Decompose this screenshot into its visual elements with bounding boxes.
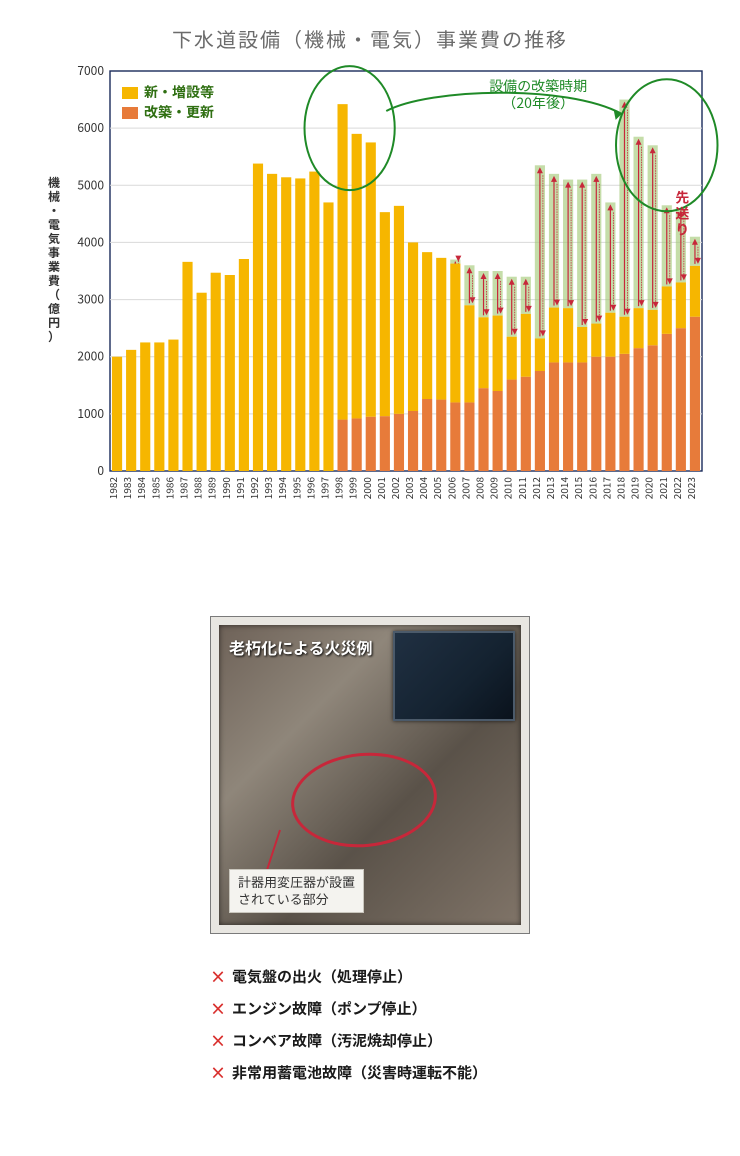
svg-text:7000: 7000	[77, 62, 104, 79]
photo-title: 老朽化による火災例	[229, 635, 373, 659]
svg-text:2021: 2021	[655, 477, 670, 499]
photo-callout: 計器用変圧器が設置 されている部分	[229, 869, 364, 913]
svg-text:1996: 1996	[302, 477, 317, 500]
photo-callout-line2: されている部分	[238, 889, 329, 908]
svg-text:2023: 2023	[683, 477, 698, 499]
svg-text:5000: 5000	[77, 176, 104, 193]
svg-text:り: り	[675, 219, 689, 239]
svg-text:1993: 1993	[260, 477, 275, 499]
svg-text:4000: 4000	[77, 233, 104, 250]
svg-text:2017: 2017	[598, 477, 613, 500]
svg-text:2013: 2013	[542, 477, 557, 499]
failure-text: 電気盤の出火（処理停止）	[232, 966, 412, 987]
svg-text:2000: 2000	[359, 477, 374, 500]
svg-text:1982: 1982	[105, 477, 120, 500]
svg-text:2001: 2001	[373, 477, 388, 499]
svg-text:2003: 2003	[401, 477, 416, 499]
svg-text:1000: 1000	[77, 405, 104, 422]
svg-text:2012: 2012	[528, 477, 543, 500]
svg-text:1987: 1987	[176, 477, 191, 500]
failure-x-icon: ×	[210, 1060, 226, 1084]
svg-text:1984: 1984	[133, 477, 148, 500]
svg-text:2020: 2020	[641, 477, 656, 500]
svg-text:2011: 2011	[514, 477, 529, 499]
failure-item: × エンジン故障（ポンプ停止）	[210, 996, 530, 1020]
svg-text:2009: 2009	[486, 477, 501, 500]
svg-text:2007: 2007	[457, 477, 472, 500]
failure-item: × 非常用蓄電池故障（災害時運転不能）	[210, 1060, 530, 1084]
photo-inset	[393, 631, 515, 721]
photo-frame: 老朽化による火災例 計器用変圧器が設置 されている部分	[219, 625, 521, 925]
svg-text:2004: 2004	[415, 477, 430, 500]
svg-text:1985: 1985	[147, 477, 162, 500]
chart-container: 01000200030004000500060007000機械・電気事業費（億円…	[40, 61, 700, 536]
photo-ellipse	[287, 747, 441, 853]
failure-x-icon: ×	[210, 964, 226, 988]
svg-text:1999: 1999	[345, 477, 360, 500]
svg-text:2015: 2015	[570, 477, 585, 500]
failure-text: 非常用蓄電池故障（災害時運転不能）	[232, 1062, 487, 1083]
svg-text:3000: 3000	[77, 291, 104, 308]
failure-list: × 電気盤の出火（処理停止） × エンジン故障（ポンプ停止） × コンベア故障（汚泥焼却停…	[210, 964, 530, 1084]
failure-text: コンベア故障（汚泥焼却停止）	[232, 1030, 442, 1051]
page: 下水道設備（機械・電気）事業費の推移 0 1000 2000 3000 4000 5000…	[0, 0, 740, 1128]
svg-text:2016: 2016	[584, 477, 599, 500]
chart-svg: 01000200030004000500060007000機械・電気事業費（億円…	[40, 61, 720, 531]
chart-title: 下水道設備（機械・電気）事業費の推移	[28, 24, 712, 53]
svg-text:2000: 2000	[77, 348, 104, 365]
failure-x-icon: ×	[210, 1028, 226, 1052]
svg-text:2002: 2002	[387, 477, 402, 500]
failure-item: × コンベア故障（汚泥焼却停止）	[210, 1028, 530, 1052]
svg-text:1986: 1986	[161, 477, 176, 500]
svg-text:新・増設等: 新・増設等	[144, 82, 214, 102]
svg-text:6000: 6000	[77, 119, 104, 136]
failure-item: × 電気盤の出火（処理停止）	[210, 964, 530, 988]
svg-text:1990: 1990	[218, 477, 233, 500]
svg-text:2010: 2010	[500, 477, 515, 500]
svg-text:1998: 1998	[331, 477, 346, 500]
svg-text:（20年後）: （20年後）	[502, 93, 574, 113]
photo-panel: 老朽化による火災例 計器用変圧器が設置 されている部分	[210, 616, 530, 934]
svg-text:1991: 1991	[232, 477, 247, 499]
svg-text:2006: 2006	[443, 477, 458, 500]
svg-text:2008: 2008	[472, 477, 487, 500]
failure-text: エンジン故障（ポンプ停止）	[232, 998, 427, 1019]
svg-text:2018: 2018	[612, 477, 627, 500]
svg-text:改築・更新: 改築・更新	[144, 102, 214, 122]
svg-text:2022: 2022	[669, 477, 684, 500]
svg-text:1989: 1989	[204, 477, 219, 500]
svg-text:2019: 2019	[627, 477, 642, 500]
svg-text:1994: 1994	[274, 477, 289, 500]
svg-text:1997: 1997	[316, 477, 331, 500]
svg-text:2005: 2005	[429, 477, 444, 500]
svg-text:）: ）	[48, 328, 60, 345]
svg-text:0: 0	[97, 462, 104, 479]
failure-x-icon: ×	[210, 996, 226, 1020]
svg-text:1992: 1992	[246, 477, 261, 500]
svg-text:1988: 1988	[190, 477, 205, 500]
svg-text:2014: 2014	[556, 477, 571, 500]
svg-text:1983: 1983	[119, 477, 134, 499]
svg-text:1995: 1995	[288, 477, 303, 500]
